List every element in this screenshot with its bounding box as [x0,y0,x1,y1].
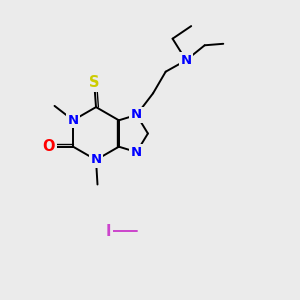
Text: N: N [131,108,142,122]
Text: O: O [42,139,55,154]
Text: N: N [90,153,102,167]
Text: N: N [181,54,192,67]
Text: S: S [89,75,100,90]
Text: N: N [68,114,79,127]
Text: N: N [131,146,142,159]
Text: I: I [105,224,111,238]
